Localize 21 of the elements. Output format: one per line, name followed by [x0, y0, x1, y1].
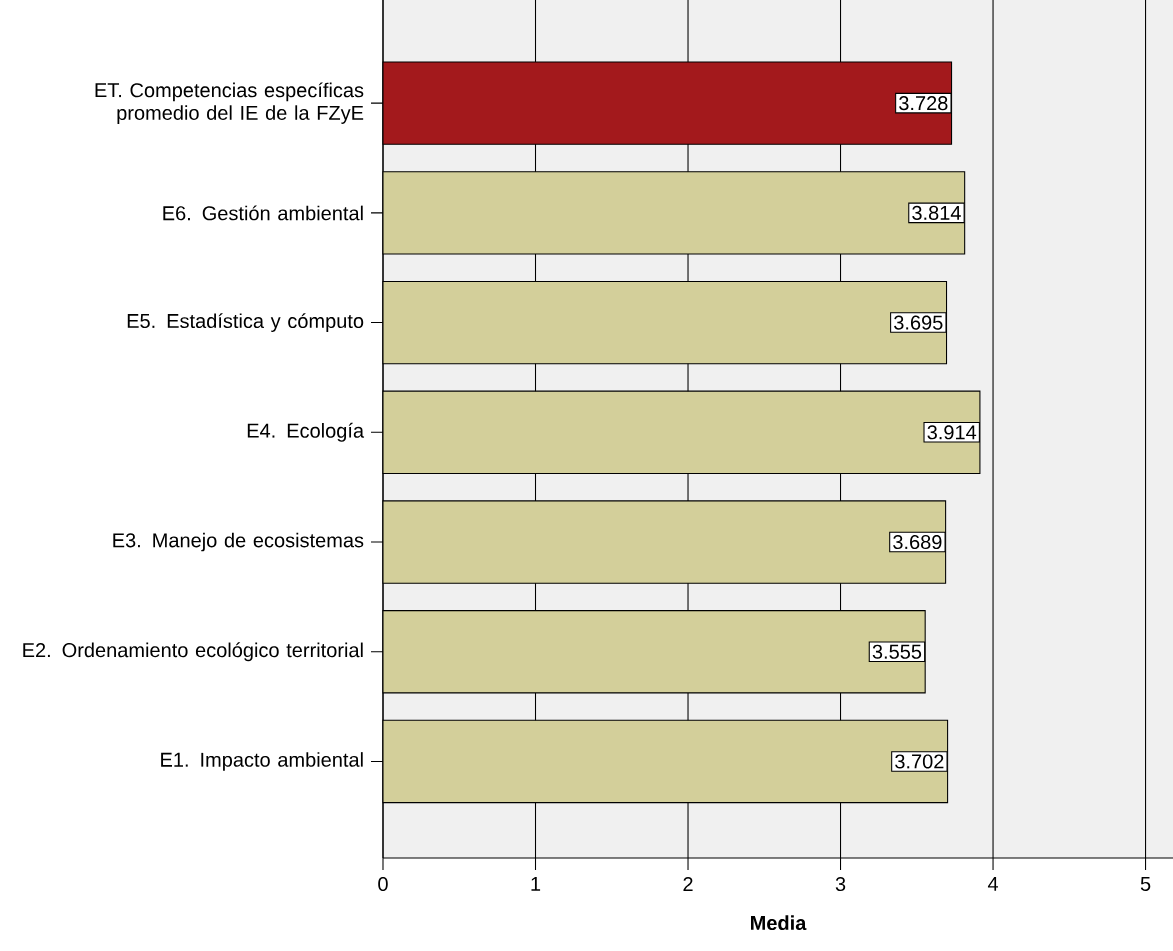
- x-tick-label: 5: [1140, 876, 1151, 891]
- y-tick-label: E6. Gestión ambiental: [163, 205, 363, 221]
- data-label: 3.814: [912, 205, 961, 220]
- x-tick-label: 4: [987, 876, 999, 891]
- x-tick-label: 0: [378, 876, 388, 892]
- data-label: 3.689: [893, 534, 942, 550]
- y-tick-label: E3. Manejo de ecosistemas: [113, 532, 364, 552]
- data-label: 3.702: [895, 754, 944, 769]
- data-label: 3.914: [927, 425, 977, 440]
- data-label: 3.695: [894, 315, 943, 330]
- x-tick-label: 3: [835, 876, 846, 892]
- x-tick-label: 1: [531, 876, 541, 891]
- data-label: 3.728: [899, 96, 948, 111]
- y-tick-label: E5. Estadística y cómputo: [127, 313, 364, 333]
- y-tick-label: E2. Ordenamiento ecológico territorial: [23, 642, 363, 662]
- y-tick-label: E4. Ecología: [247, 422, 365, 442]
- data-label: 3.555: [872, 644, 922, 659]
- x-tick-label: 2: [683, 876, 693, 891]
- x-axis-title: Media: [751, 915, 807, 931]
- y-tick-label: E1. Impacto ambiental: [161, 752, 363, 771]
- y-tick-label: ET. Competencias específicas promedio del IE de la FZyE: [95, 82, 364, 124]
